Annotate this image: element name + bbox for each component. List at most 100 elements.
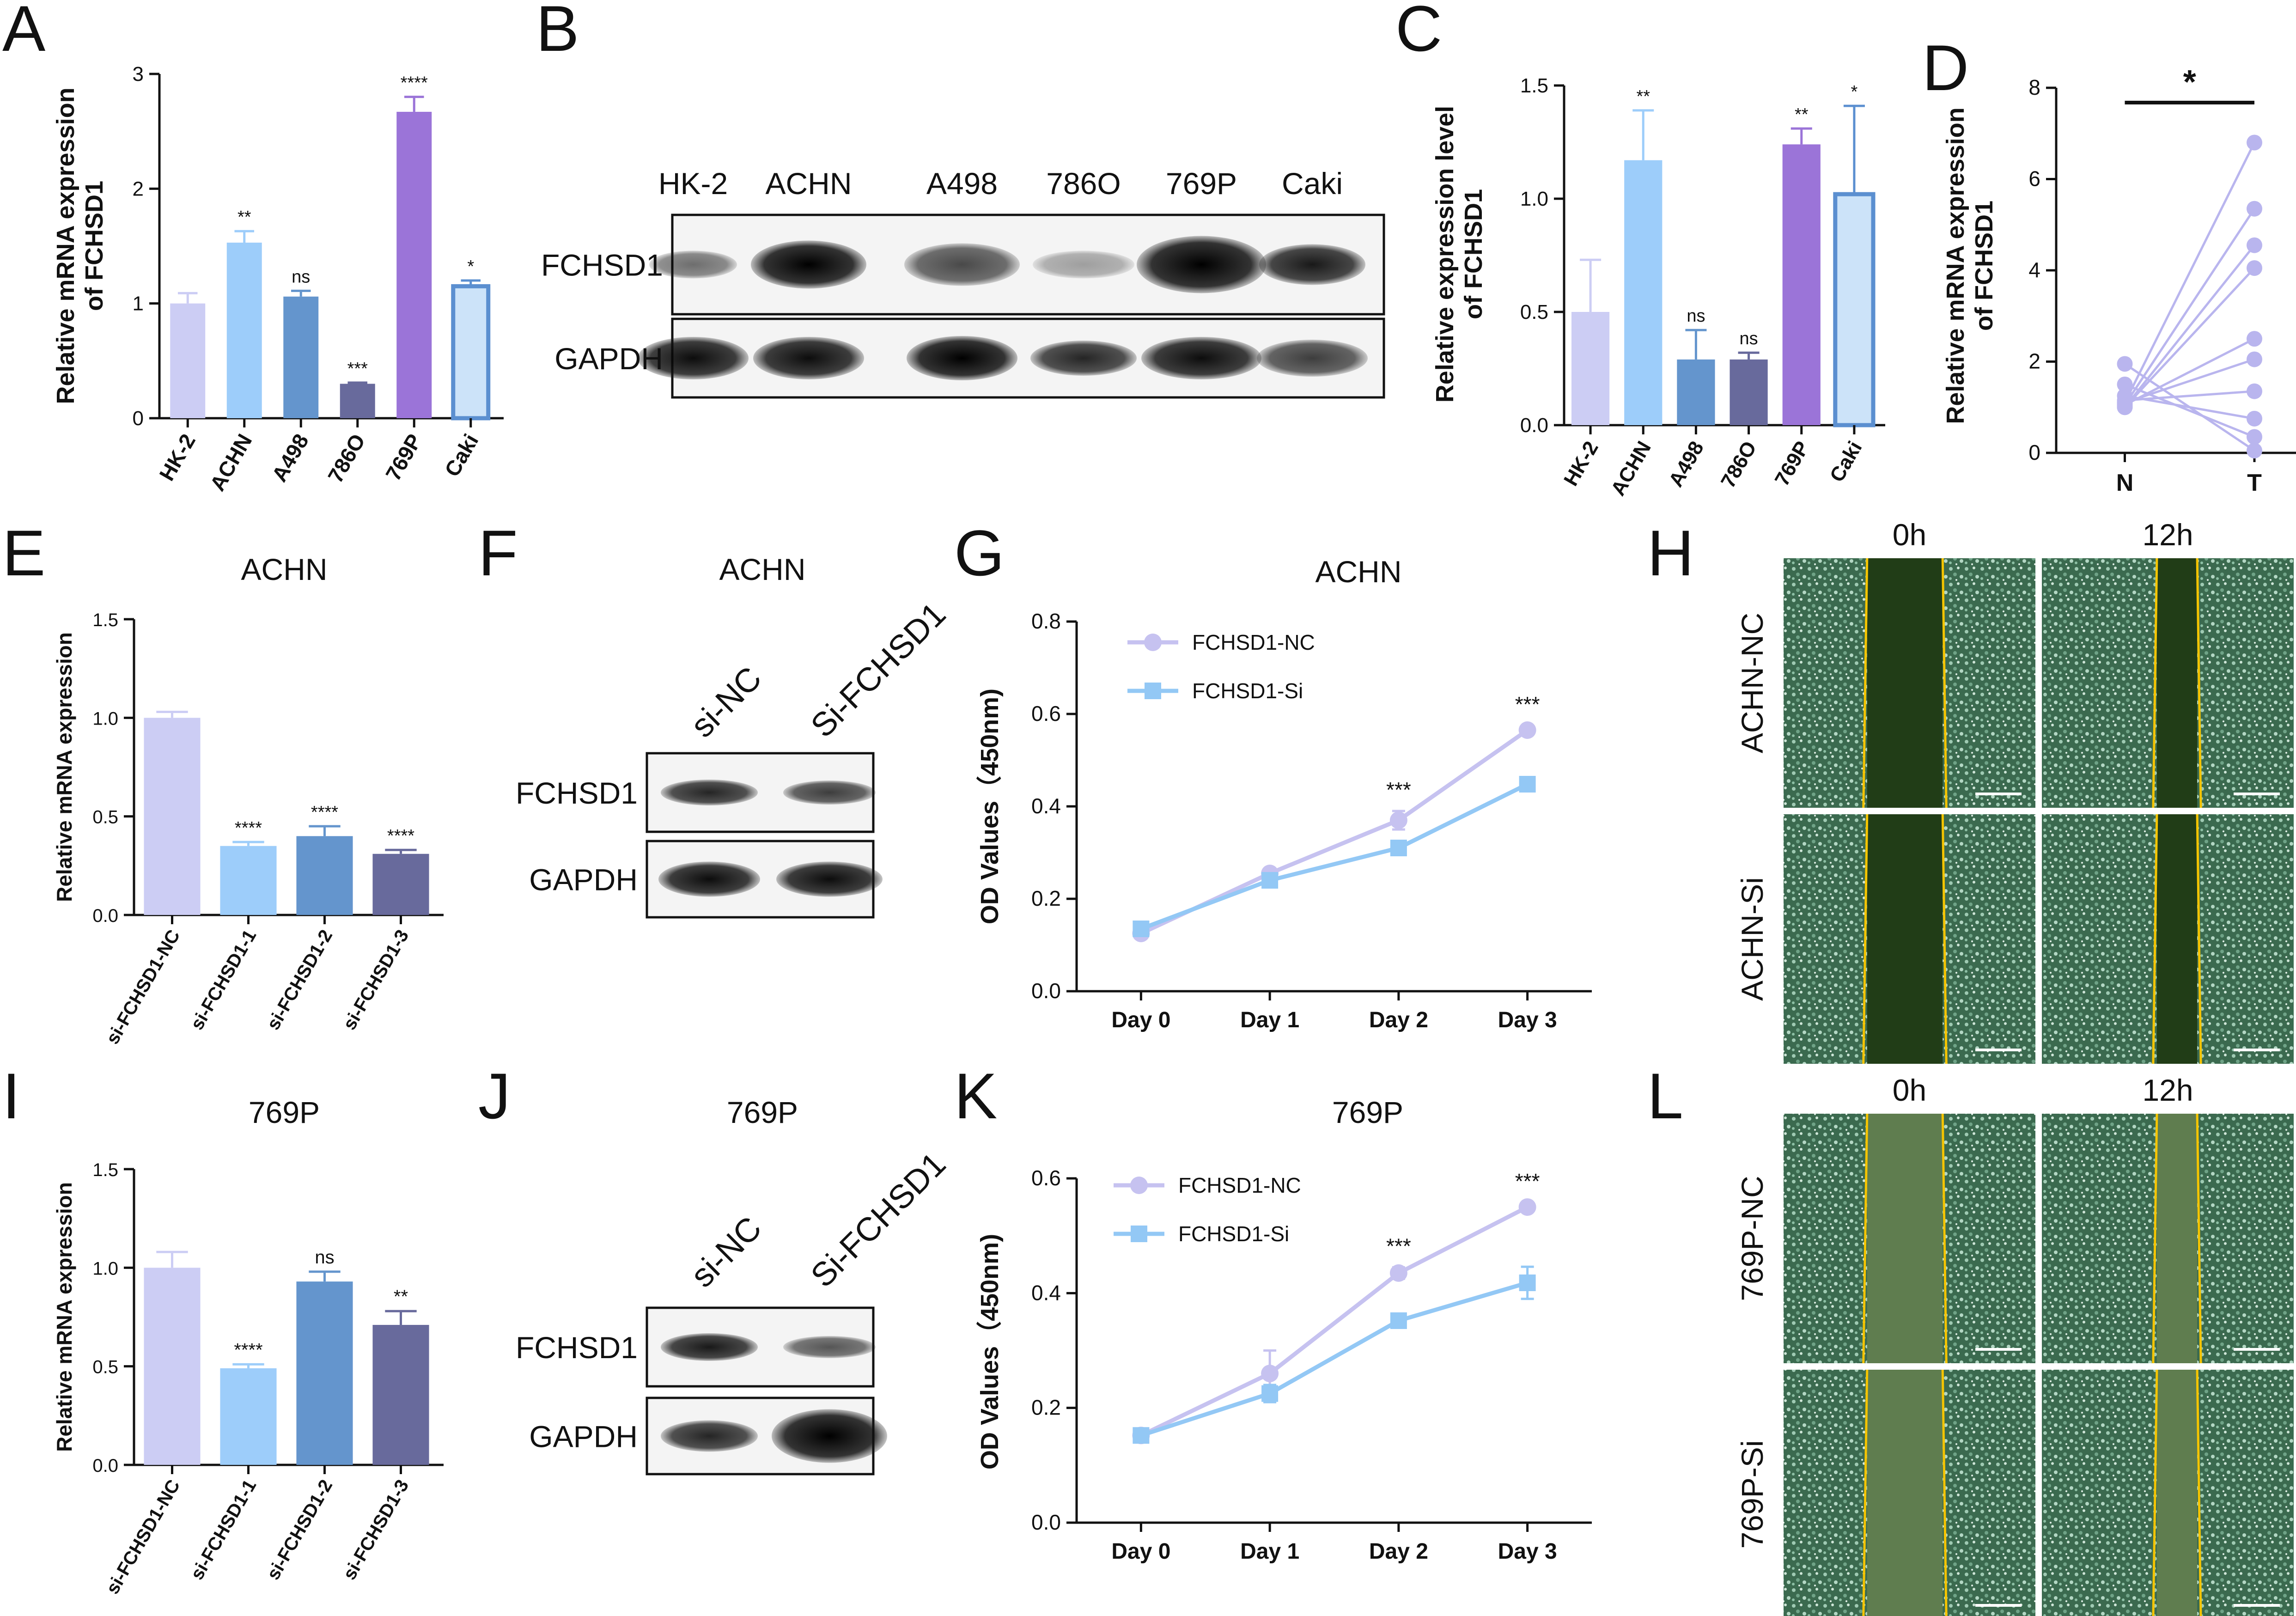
chart-K-y-tick-label: 0.6 <box>1031 1166 1061 1190</box>
chart-C-bar <box>1782 144 1821 425</box>
chart-D-point-n <box>2117 395 2133 411</box>
blot-B-band <box>1137 236 1266 293</box>
chart-A-y-label: Relative mRNA expression <box>52 87 79 404</box>
chart-A-y-tick-label: 2 <box>133 177 144 200</box>
chart-G-y-tick-label: 0.6 <box>1031 701 1061 726</box>
chart-C-bar <box>1677 359 1715 425</box>
chart-K-significance-label: *** <box>1386 1234 1411 1258</box>
chart-D-significance-label: * <box>2183 64 2196 101</box>
blot-B-band <box>638 337 749 379</box>
chart-K-significance-label: *** <box>1515 1169 1540 1193</box>
chart-D-point-t <box>2247 201 2262 217</box>
chart-A-significance-label: *** <box>347 359 368 378</box>
blot-J-band <box>661 1420 758 1452</box>
chart-C-y-tick-label: 0.5 <box>1520 301 1548 323</box>
blot-J-lane-label: si-NC <box>684 1209 769 1294</box>
scratch-L-row-label: 769P-Si <box>1735 1440 1769 1549</box>
chart-A-significance-label: ** <box>238 207 251 227</box>
chart-C-category-label: 786O <box>1717 438 1761 492</box>
chart-G-legend-marker <box>1144 634 1162 651</box>
chart-G-series-line <box>1140 782 1529 931</box>
chart-D-point-t <box>2247 260 2262 276</box>
chart-A-y-tick-label: 0 <box>133 407 144 430</box>
chart-C-bar <box>1833 192 1876 427</box>
chart-E-category-label: si-FCHSD1-2 <box>263 927 336 1034</box>
scratch-L-wound-edge <box>2196 1369 2202 1616</box>
chart-E-y-tick-label: 1.0 <box>92 708 118 729</box>
panel-letter-H: H <box>1647 517 1694 589</box>
blot-J-band <box>783 1336 876 1358</box>
scratch-L-wound-gap <box>2156 1114 2198 1363</box>
scratch-L-wound-edge <box>1941 1113 1948 1364</box>
chart-D-pair-line <box>2124 142 2256 403</box>
blot-F-lane-label: si-NC <box>684 659 769 744</box>
chart-G-category-label: Day 2 <box>1369 1008 1428 1032</box>
chart-G-point-si <box>1133 921 1150 937</box>
chart-G-category-label: Day 1 <box>1240 1008 1299 1032</box>
blot-B-lane-label: A498 <box>926 166 998 201</box>
chart-I-category-label: si-FCHSD1-NC <box>102 1476 184 1598</box>
panel-letter-L: L <box>1647 1060 1683 1132</box>
scratch-H-wound-gap <box>1867 814 1943 1064</box>
chart-E-category-label: si-FCHSD1-3 <box>339 927 413 1034</box>
chart-A-significance-label: * <box>467 257 474 276</box>
blot-F-band <box>661 780 758 805</box>
chart-K-y-tick-label: 0.0 <box>1031 1510 1061 1534</box>
chart-C-category-label: A498 <box>1664 438 1708 491</box>
scratch-L-wound-gap <box>1867 1114 1943 1363</box>
scratch-H-wound-edge <box>1862 814 1869 1064</box>
chart-I-significance-label: **** <box>234 1340 262 1360</box>
chart-C-significance-label: ** <box>1795 105 1809 124</box>
chart-D-pair-line <box>2124 337 2255 406</box>
chart-G-category-label: Day 3 <box>1498 1008 1557 1032</box>
chart-K-category-label: Day 2 <box>1369 1539 1428 1564</box>
scratch-H-time-label: 0h <box>1893 518 1926 552</box>
chart-C-significance-label: ns <box>1687 306 1705 326</box>
blot-B-band <box>649 250 737 279</box>
scratch-H-wound-edge <box>2152 814 2158 1064</box>
chart-I-category-label: si-FCHSD1-1 <box>187 1476 260 1584</box>
chart-K-point-si <box>1519 1274 1536 1291</box>
chart-A-bar <box>451 284 491 421</box>
scratch-L-wound-gap <box>1867 1370 1943 1616</box>
chart-C-category-label: HK-2 <box>1559 438 1603 490</box>
chart-K-point-si <box>1133 1427 1150 1444</box>
chart-A-bar <box>283 296 319 418</box>
blot-F-title: ACHN <box>719 552 805 586</box>
chart-E-significance-label: **** <box>235 818 262 838</box>
chart-C-category-label: 769P <box>1771 438 1814 490</box>
chart-C-bar <box>1730 359 1768 425</box>
chart-A-y-tick-label: 3 <box>133 63 144 85</box>
chart-E-y-tick-label: 1.5 <box>92 610 118 630</box>
blot-B-band <box>1141 337 1261 379</box>
chart-D-point-n <box>2117 376 2133 392</box>
chart-D-category-label: T <box>2247 470 2262 496</box>
chart-D-y-label: Relative mRNA expression <box>1942 107 1969 424</box>
chart-K-point-nc <box>1389 1264 1407 1282</box>
chart-A-category-label: A498 <box>267 430 313 486</box>
chart-D-point-t <box>2247 134 2262 151</box>
blot-J-band <box>661 1333 758 1361</box>
chart-I-y-label: Relative mRNA expression <box>52 1182 76 1452</box>
blot-B-band <box>904 243 1020 286</box>
chart-I-y-tick-label: 0.0 <box>92 1456 118 1476</box>
blot-B-lane-label: Caki <box>1282 166 1343 201</box>
scratch-H-wound-edge <box>2196 558 2202 808</box>
chart-G-y-tick-label: 0.8 <box>1031 609 1061 633</box>
chart-G-title: ACHN <box>1315 555 1401 589</box>
blot-B-lane-label: 786O <box>1046 166 1121 201</box>
chart-A-y-label: of FCHSD1 <box>80 181 108 311</box>
blot-J-row-label: GAPDH <box>529 1420 638 1454</box>
scratch-H-wound-edge <box>2196 814 2202 1064</box>
chart-D-y-tick-label: 8 <box>2028 75 2040 99</box>
panel-letter-A: A <box>2 0 46 65</box>
chart-G-y-tick-label: 0.0 <box>1031 979 1061 1003</box>
chart-D-pair-line <box>2125 390 2255 402</box>
chart-D-point-n <box>2117 356 2133 372</box>
chart-D-point-t <box>2247 383 2262 399</box>
chart-G-point-nc <box>1389 811 1407 829</box>
chart-G-category-label: Day 0 <box>1111 1008 1170 1032</box>
chart-C-significance-label: ** <box>1636 87 1650 106</box>
chart-C-bar <box>1571 312 1610 425</box>
